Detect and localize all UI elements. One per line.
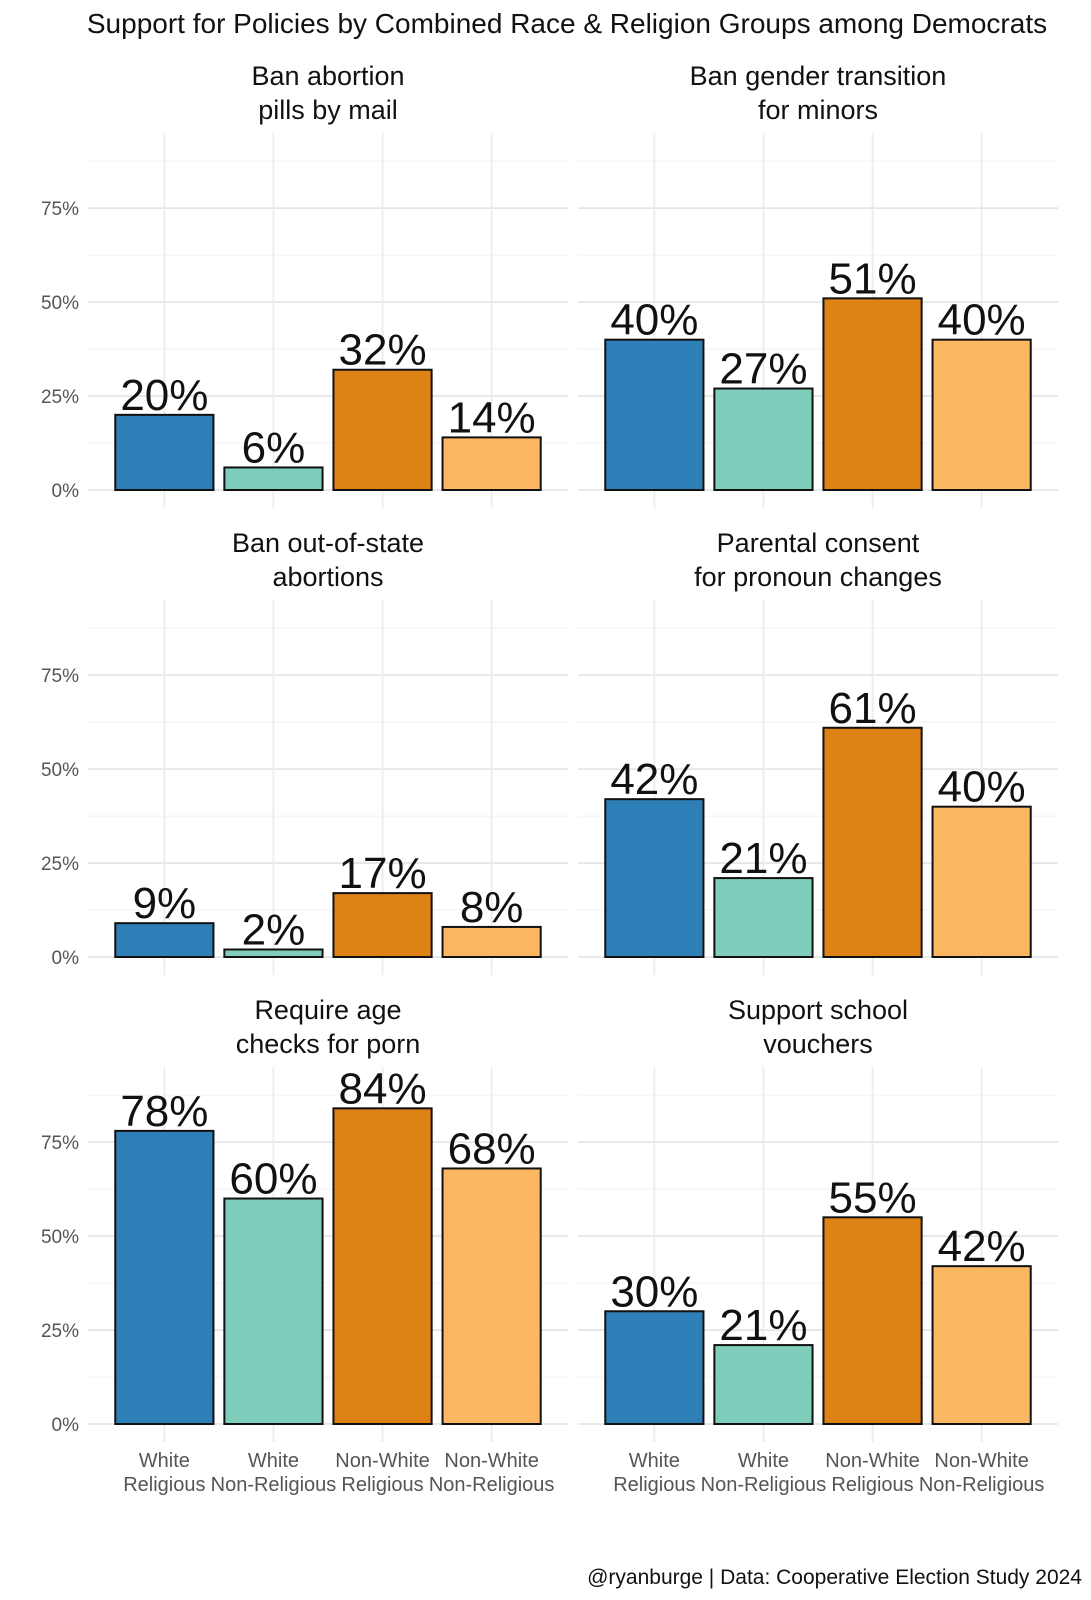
bar [713, 1344, 814, 1426]
bar [822, 726, 923, 959]
bar [441, 436, 542, 491]
x-tick-label: White [629, 1450, 680, 1472]
bar-value-label: 27% [719, 345, 807, 394]
bar-value-label: 14% [448, 393, 536, 442]
bar-value-label: 21% [719, 834, 807, 883]
bar-value-label: 21% [719, 1301, 807, 1350]
y-tick-label: 0% [52, 948, 80, 969]
bar [441, 925, 542, 958]
bar-value-label: 9% [133, 879, 197, 928]
bar-value-label: 20% [120, 371, 208, 420]
x-tick-label: Non-White [444, 1450, 538, 1472]
panel-title: checks for porn [236, 1029, 421, 1059]
bar-value-label: 40% [938, 763, 1026, 812]
panel-title: vouchers [763, 1029, 873, 1059]
x-tick-label: Religious [123, 1474, 205, 1496]
bar-value-label: 40% [938, 296, 1026, 345]
panel-title: for minors [758, 95, 878, 125]
x-tick-label: Non-Religious [429, 1474, 555, 1496]
bar-value-label: 32% [339, 326, 427, 375]
x-tick-label: Religious [831, 1474, 913, 1496]
bar-value-label: 8% [460, 883, 524, 932]
bar-value-label: 30% [610, 1267, 698, 1316]
x-tick-label: Non-White [934, 1450, 1028, 1472]
chart-caption: @ryanburge | Data: Cooperative Election … [587, 1566, 1082, 1589]
bar-value-label: 84% [339, 1064, 427, 1113]
panel-title: for pronoun changes [694, 562, 942, 592]
bar [223, 466, 324, 492]
panel-title: Ban abortion [251, 61, 404, 91]
bar-value-label: 2% [242, 905, 306, 954]
bar-value-label: 55% [829, 1173, 917, 1222]
x-tick-label: Non-White [825, 1450, 919, 1472]
facet-panel: Ban out-of-state abortions 0% 25% 50% 75% 9% 2%… [41, 528, 568, 975]
bar-value-label: 51% [829, 254, 917, 303]
y-tick-label: 0% [52, 1415, 80, 1436]
facet-panel: Require age checks for porn 0% 25% 50% 75% 78%… [41, 995, 568, 1496]
bar [223, 1197, 324, 1426]
y-tick-label: 75% [41, 666, 79, 687]
bar-value-label: 68% [448, 1124, 536, 1173]
facet-panel: Parental consent for pronoun changes 42% 21… [578, 528, 1058, 975]
bar [604, 1310, 705, 1426]
x-tick-label: Non-Religious [919, 1474, 1045, 1496]
y-tick-label: 50% [41, 1227, 79, 1248]
y-tick-label: 25% [41, 387, 79, 408]
panel-title: pills by mail [258, 95, 398, 125]
panel-title: Ban gender transition [690, 61, 947, 91]
bar [604, 338, 705, 491]
x-tick-label: Non-White [335, 1450, 429, 1472]
x-tick-label: Religious [613, 1474, 695, 1496]
panel-title: Parental consent [717, 528, 920, 558]
y-tick-label: 50% [41, 293, 79, 314]
facet-panel: Ban gender transition for minors 40% 27% 51%… [578, 61, 1058, 508]
x-tick-label: White [248, 1450, 299, 1472]
bar-value-label: 61% [829, 684, 917, 733]
bar-value-label: 42% [610, 755, 698, 804]
bar-value-label: 40% [610, 296, 698, 345]
y-tick-label: 75% [41, 199, 79, 220]
facet-panels: Ban abortion pills by mail 0% 25% 50% 75% 20% 6… [41, 61, 1058, 1496]
x-tick-label: Non-Religious [211, 1474, 337, 1496]
bar [441, 1167, 542, 1425]
bar [604, 798, 705, 958]
bar [114, 1129, 215, 1425]
bar-value-label: 42% [938, 1222, 1026, 1271]
y-tick-label: 25% [41, 854, 79, 875]
panel-title: abortions [272, 562, 383, 592]
bar-value-label: 78% [120, 1087, 208, 1136]
panel-title: Support school [728, 995, 908, 1025]
y-tick-label: 0% [52, 481, 80, 502]
bar-value-label: 60% [229, 1155, 317, 1204]
panel-title: Ban out-of-state [232, 528, 424, 558]
x-tick-label: Non-Religious [701, 1474, 827, 1496]
x-tick-label: White [738, 1450, 789, 1472]
bar [931, 805, 1032, 958]
bar [114, 413, 215, 491]
x-tick-label: White [139, 1450, 190, 1472]
bar [332, 1107, 433, 1425]
panel-title: Require age [254, 995, 401, 1025]
facet-panel: Ban abortion pills by mail 0% 25% 50% 75% 20% 6… [41, 61, 568, 508]
y-tick-label: 50% [41, 760, 79, 781]
x-tick-label: Religious [341, 1474, 423, 1496]
y-tick-label: 75% [41, 1133, 79, 1154]
bar-value-label: 6% [242, 423, 306, 472]
bar [223, 948, 324, 958]
bar [713, 877, 814, 959]
bar [713, 387, 814, 491]
facet-panel: Support schoolvouchers30%21%55%42%WhiteR… [578, 995, 1058, 1496]
y-tick-label: 25% [41, 1321, 79, 1342]
bar [332, 892, 433, 958]
bar [822, 1216, 923, 1425]
bar [114, 922, 215, 959]
bar [931, 1265, 1032, 1426]
bar [931, 338, 1032, 491]
chart-title: Support for Policies by Combined Race & … [87, 8, 1047, 39]
bar-value-label: 17% [339, 849, 427, 898]
bar [822, 297, 923, 492]
bar [332, 368, 433, 492]
